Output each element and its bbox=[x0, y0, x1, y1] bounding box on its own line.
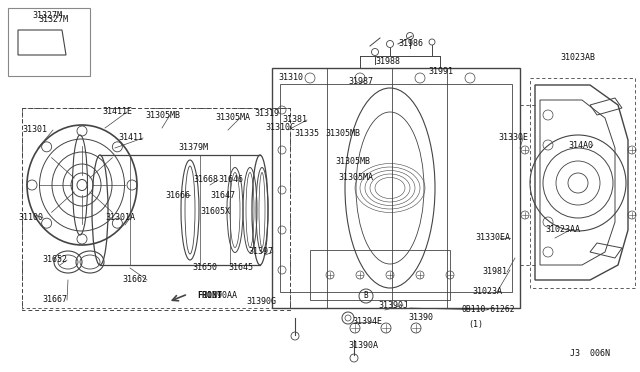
Text: 31301A: 31301A bbox=[105, 214, 135, 222]
Bar bbox=[310, 250, 450, 300]
Text: 31319: 31319 bbox=[254, 109, 279, 119]
Text: 31394E: 31394E bbox=[352, 317, 382, 327]
Text: 31605X: 31605X bbox=[200, 208, 230, 217]
Bar bbox=[280, 84, 512, 292]
Text: 31023A: 31023A bbox=[472, 288, 502, 296]
Text: 31327M: 31327M bbox=[32, 12, 62, 20]
Text: 31023AB: 31023AB bbox=[560, 54, 595, 62]
Text: 31327M: 31327M bbox=[38, 16, 68, 25]
Text: 31305MA: 31305MA bbox=[338, 173, 373, 183]
Text: 31310C: 31310C bbox=[265, 124, 295, 132]
Text: 31301: 31301 bbox=[22, 125, 47, 135]
Text: 31645: 31645 bbox=[228, 263, 253, 273]
Text: 31390AA: 31390AA bbox=[202, 291, 237, 299]
Text: 31397: 31397 bbox=[248, 247, 273, 257]
Text: 31411E: 31411E bbox=[102, 108, 132, 116]
Text: 0B110-61262: 0B110-61262 bbox=[462, 305, 516, 314]
Text: B: B bbox=[364, 292, 368, 301]
Text: 31305MB: 31305MB bbox=[145, 110, 180, 119]
Text: 31023AA: 31023AA bbox=[545, 225, 580, 234]
Text: (1): (1) bbox=[468, 321, 483, 330]
Text: FRONT: FRONT bbox=[197, 292, 222, 301]
Text: 31100: 31100 bbox=[18, 214, 43, 222]
Text: 31986: 31986 bbox=[398, 39, 423, 48]
Text: 314A0: 314A0 bbox=[568, 141, 593, 150]
Text: 31988: 31988 bbox=[375, 58, 400, 67]
Text: 31379M: 31379M bbox=[178, 144, 208, 153]
Text: 31390A: 31390A bbox=[348, 340, 378, 350]
Text: 31381: 31381 bbox=[282, 115, 307, 125]
Text: J3  006N: J3 006N bbox=[570, 349, 610, 358]
Text: 31390J: 31390J bbox=[378, 301, 408, 310]
Text: 31981: 31981 bbox=[482, 267, 507, 276]
Text: 31411: 31411 bbox=[118, 134, 143, 142]
Text: 31305MB: 31305MB bbox=[325, 129, 360, 138]
Text: 31668: 31668 bbox=[193, 176, 218, 185]
Text: 31335: 31335 bbox=[294, 129, 319, 138]
Text: 31646: 31646 bbox=[218, 176, 243, 185]
Bar bbox=[530, 78, 635, 288]
Text: 31647: 31647 bbox=[210, 192, 235, 201]
Text: 31666: 31666 bbox=[165, 190, 190, 199]
Text: 31330EA: 31330EA bbox=[475, 234, 510, 243]
Text: 31987: 31987 bbox=[348, 77, 373, 87]
Text: 31330E: 31330E bbox=[498, 134, 528, 142]
Text: 31390: 31390 bbox=[408, 314, 433, 323]
Text: 31662: 31662 bbox=[122, 276, 147, 285]
Bar bbox=[272, 68, 520, 308]
Bar bbox=[8, 8, 90, 76]
Text: 31310: 31310 bbox=[278, 74, 303, 83]
Text: 31305MB: 31305MB bbox=[335, 157, 370, 167]
Text: 31650: 31650 bbox=[192, 263, 217, 273]
Text: 31305MA: 31305MA bbox=[215, 113, 250, 122]
Text: 31667: 31667 bbox=[42, 295, 67, 305]
Text: 31390G: 31390G bbox=[246, 298, 276, 307]
Text: 31991: 31991 bbox=[428, 67, 453, 77]
Text: 31652: 31652 bbox=[42, 256, 67, 264]
